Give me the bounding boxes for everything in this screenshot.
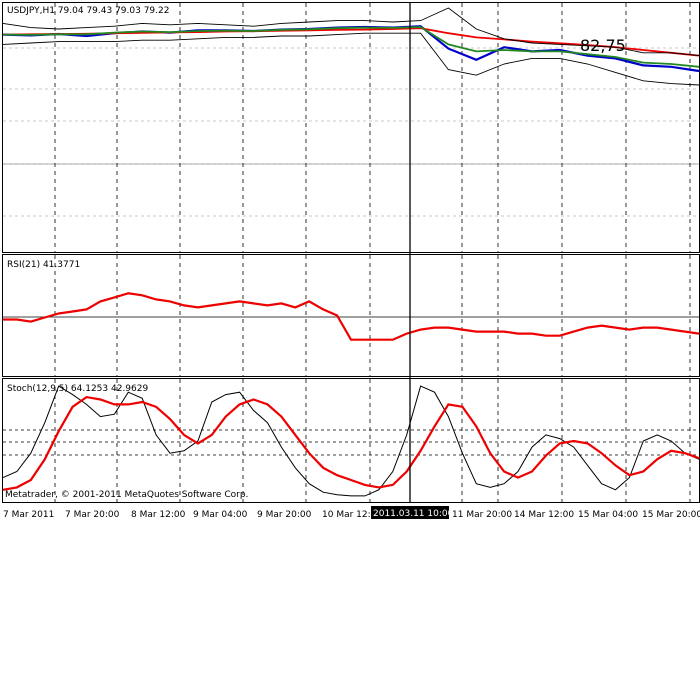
series-ema-mid	[2, 26, 700, 68]
time-highlight-box	[371, 506, 449, 519]
time-axis-label: 7 Mar 20:00	[65, 510, 120, 520]
time-highlight-label: 2011.03.11 10:00	[373, 509, 454, 519]
main-series-group	[2, 7, 700, 86]
time-axis-label: 14 Mar 12:00	[514, 510, 574, 520]
time-axis-label: 10 Mar 12:00	[322, 510, 382, 520]
time-axis-label: 11 Mar 20:00	[452, 510, 512, 520]
time-axis-label: 7 Mar 2011	[3, 510, 54, 520]
time-axis-label: 9 Mar 04:00	[193, 510, 248, 520]
chart-svg: USDJPY,H1 79.04 79.43 79.03 79.22 82,75 …	[2, 2, 700, 520]
series-main	[2, 385, 700, 497]
grid	[3, 3, 699, 502]
chart-root: USDJPY,H1 79.04 79.43 79.03 79.22 82,75 …	[2, 2, 700, 520]
stoch-series-group	[2, 385, 700, 497]
rsi-series-group	[3, 292, 700, 341]
time-axis-label: 9 Mar 20:00	[257, 510, 312, 520]
rsi-header: RSI(21) 41.3771	[7, 260, 80, 270]
series-signal	[2, 395, 700, 491]
time-axis: 7 Mar 2011 7 Mar 20:00 8 Mar 12:00 9 Mar 04…	[3, 510, 700, 520]
time-axis-label: 15 Mar 04:00	[578, 510, 638, 520]
time-axis-label: 15 Mar 20:00	[642, 510, 700, 520]
series-band-upper	[2, 7, 700, 57]
rsi-panel-frame	[2, 254, 700, 377]
stoch-header: Stoch(12,9,5) 64.1253 42.9629	[7, 384, 148, 394]
stoch-panel-frame	[2, 378, 700, 503]
time-axis-label: 8 Mar 12:00	[131, 510, 186, 520]
copyright-text: Metatrader, © 2001-2011 MetaQuotes Softw…	[5, 490, 248, 500]
main-header: USDJPY,H1 79.04 79.43 79.03 79.22	[7, 6, 169, 16]
series-band-lower	[2, 32, 700, 86]
series-rsi-21-	[3, 292, 700, 341]
price-annotation: 82,75	[580, 36, 626, 55]
